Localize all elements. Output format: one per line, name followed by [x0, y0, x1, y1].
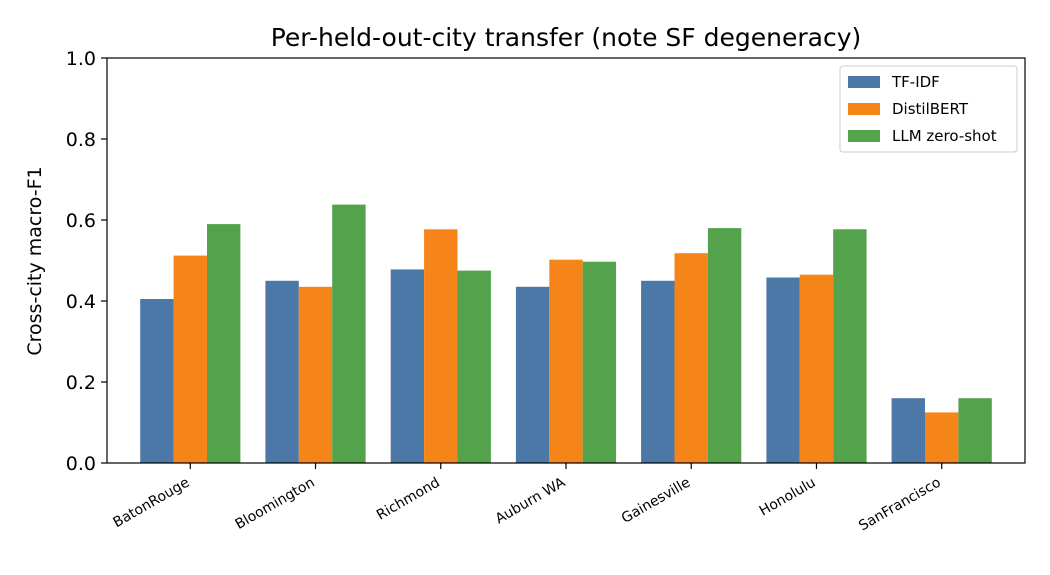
x-tick-label: Richmond: [374, 475, 443, 524]
legend-label: LLM zero-shot: [892, 127, 997, 145]
bar: [641, 280, 675, 464]
bar: [140, 299, 174, 463]
bar: [332, 204, 366, 463]
legend-swatch: [848, 76, 880, 88]
y-tick-label: 0.4: [66, 291, 96, 313]
bar: [424, 229, 458, 463]
x-tick-label: BatonRouge: [111, 475, 193, 531]
bar: [891, 398, 925, 463]
bar: [265, 280, 299, 464]
bar: [457, 270, 491, 463]
bar: [833, 229, 867, 463]
bar: [766, 277, 800, 463]
bar: [674, 253, 708, 463]
bar: [298, 286, 333, 463]
x-tick-label: SanFrancisco: [856, 475, 943, 535]
legend-label: DistilBERT: [892, 100, 969, 118]
bars-layer: [140, 204, 992, 464]
y-tick-label: 0.6: [66, 210, 96, 232]
bar: [958, 398, 992, 463]
legend-swatch: [848, 103, 880, 115]
bar: [173, 255, 207, 463]
bar: [390, 269, 425, 463]
y-axis-label: Cross-city macro-F1: [24, 166, 46, 355]
bar: [799, 274, 834, 463]
x-tick-label: Auburn WA: [493, 474, 569, 527]
x-tick-label: Gainesville: [619, 475, 693, 527]
bar: [515, 286, 550, 463]
x-tick-label: Bloomington: [233, 475, 318, 533]
bar: [582, 261, 617, 463]
legend: TF-IDF DistilBERT LLM zero-shot: [839, 65, 1018, 153]
y-tick-label: 1.0: [66, 48, 96, 70]
x-tick-label: Honolulu: [757, 475, 819, 520]
bar: [925, 412, 959, 463]
bar: [207, 224, 241, 463]
chart-title: Per-held-out-city transfer (note SF dege…: [271, 23, 862, 52]
y-tick-label: 0.0: [66, 453, 96, 475]
legend-swatch: [848, 130, 880, 142]
legend-box: [839, 65, 1018, 153]
bar: [549, 259, 583, 463]
y-tick-label: 0.2: [66, 372, 96, 394]
y-tick-label: 0.8: [66, 129, 96, 151]
bar: [707, 228, 742, 463]
legend-label: TF-IDF: [891, 73, 940, 91]
